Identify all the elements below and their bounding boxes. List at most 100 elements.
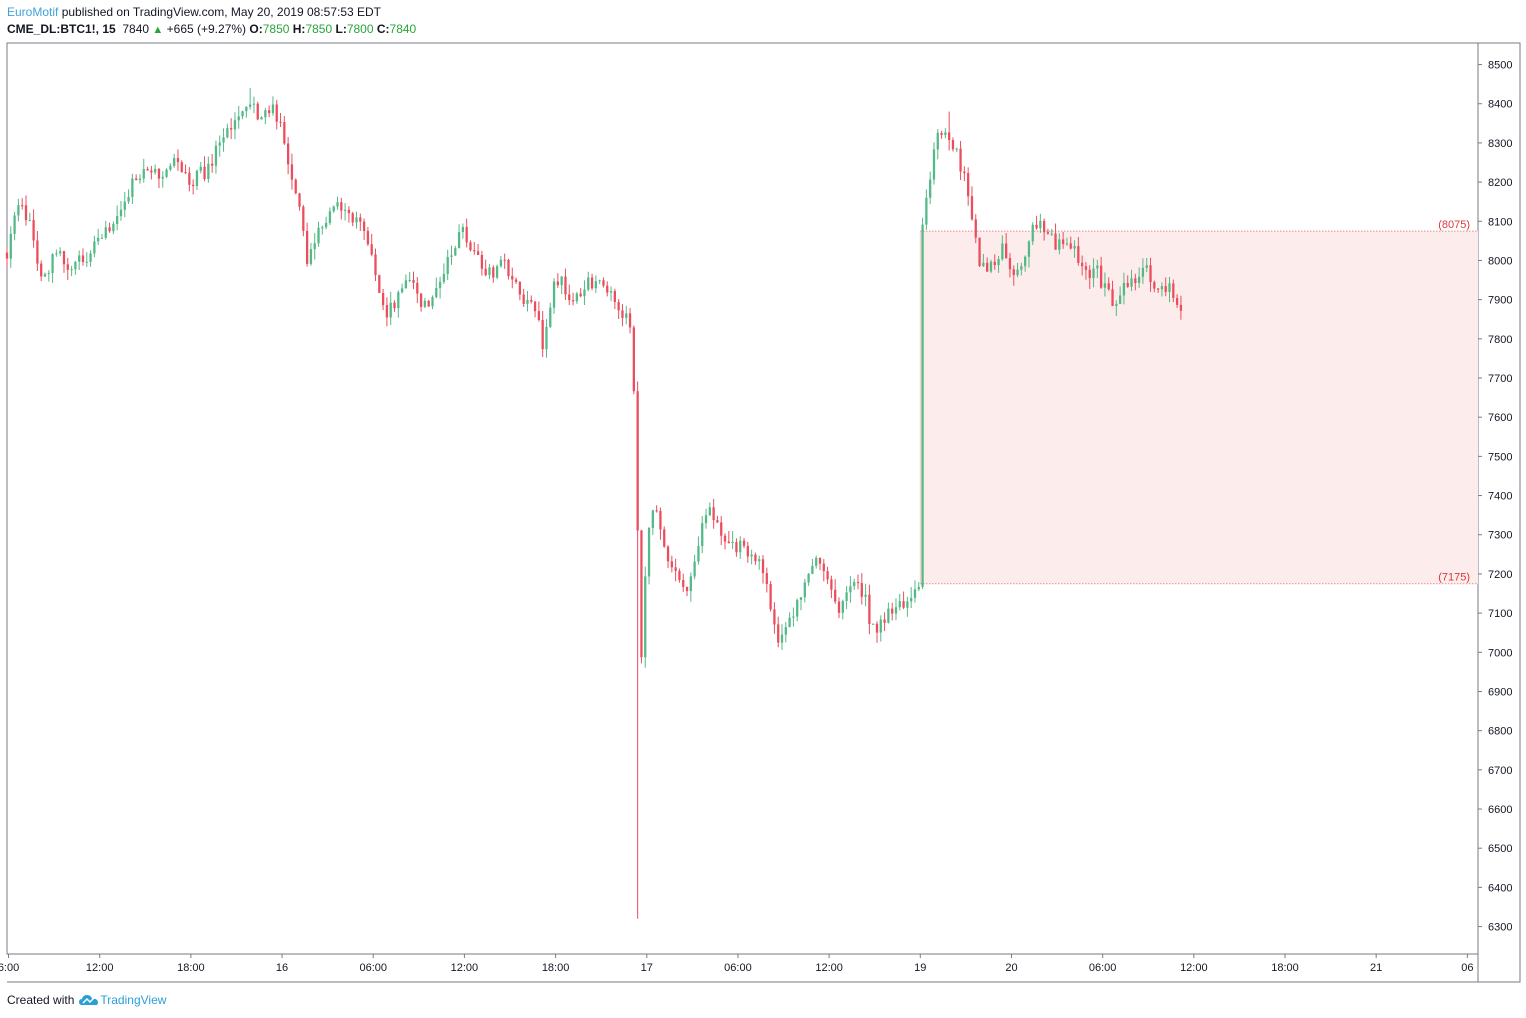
candle-body [446,256,449,274]
author-link[interactable]: EuroMotif [7,5,59,19]
candle-body [951,140,955,150]
candle-body [74,261,77,270]
time-tick-label: 20 [1005,962,1017,974]
candle-body [127,196,130,202]
zone-upper-label: (8075) [1438,219,1470,231]
candle-body [9,233,12,259]
candle-body [59,251,62,254]
price-tick-label: 7200 [1488,569,1512,581]
candle-body [359,217,362,222]
candle-body [1020,266,1023,270]
candle-body [1084,266,1088,270]
candle-body [944,132,947,136]
candle-body [1073,246,1076,249]
candle-body [150,170,153,173]
candle-body [226,128,229,138]
candle-body [480,254,484,269]
candle-body [587,277,590,290]
candle-body [412,279,415,283]
candle-body [1046,232,1050,234]
candle-body [666,546,670,562]
candle-body [321,227,324,229]
tradingview-logo[interactable]: TradingView [78,993,166,1007]
last-price: 7840 [122,22,150,36]
candle-body [427,300,430,307]
candle-body [62,251,66,265]
candle-body [769,583,772,610]
candle-body [579,293,582,297]
candle-body [708,507,711,516]
candle-body [142,168,145,179]
candle-body [765,573,768,584]
candle-body [701,523,704,547]
time-tick-label: 12:00 [815,962,843,974]
candle-body [203,166,206,180]
candle-body [750,554,753,557]
candle-body [917,586,920,590]
candle-body [1160,286,1164,290]
candle-body [192,184,195,187]
candle-body [1145,265,1148,268]
candle-body [51,254,54,274]
candle-body [309,249,313,264]
candle-body [271,104,275,114]
candle-body [602,280,605,286]
candle-body [1096,265,1099,269]
candle-body [1172,283,1175,298]
close-label: C: [376,22,390,36]
candle-body [853,581,856,587]
candle-body [245,106,248,112]
candle-body [541,319,544,350]
candle-body [982,262,985,266]
candle-body [799,597,803,600]
candle-body [457,232,461,249]
candle-body [754,554,757,562]
price-change: +665 (+9.27%) [166,22,247,36]
candle-body [469,242,472,251]
price-tick-label: 6800 [1488,726,1512,738]
candle-body [868,594,871,624]
candle-body [461,226,465,233]
symbol-name[interactable]: CME_DL:BTC1!, 15 [7,22,116,36]
candle-body [537,311,541,320]
publish-text: published on TradingView.com, May 20, 20… [58,5,382,19]
candle-body [66,264,69,270]
candle-body [317,227,320,244]
candle-body [1168,283,1171,292]
candle-body [583,289,586,297]
candle-body [1153,282,1156,289]
candle-body [169,165,172,170]
time-tick-label: 12:00 [86,962,114,974]
candle-body [590,277,594,289]
candle-body [511,276,514,280]
candle-body [640,530,643,658]
candle-body [385,305,389,318]
candle-body [1175,297,1179,305]
candle-body [249,104,252,107]
candle-body [689,576,692,592]
candle-body [324,222,328,228]
created-with-text: Created with [7,993,75,1007]
candle-body [545,326,548,350]
time-tick-label: 6:00 [0,962,19,974]
candle-body [302,206,305,231]
price-tick-label: 6600 [1488,804,1512,816]
candle-body [465,226,468,243]
candle-body [659,510,662,530]
candle-body [104,227,107,238]
candle-body [423,300,427,307]
candle-body [161,176,164,179]
candle-body [678,570,681,581]
candle-body [1107,283,1110,290]
candle-body [647,527,651,577]
candle-body [28,220,31,222]
candle-body [1164,286,1167,292]
time-tick-label: 06 [1461,962,1473,974]
candle-body [389,302,392,318]
candle-body [13,215,16,234]
candle-body [47,273,50,275]
candle-body [85,261,88,263]
candle-body [948,132,951,141]
price-tick-label: 7400 [1488,491,1512,503]
